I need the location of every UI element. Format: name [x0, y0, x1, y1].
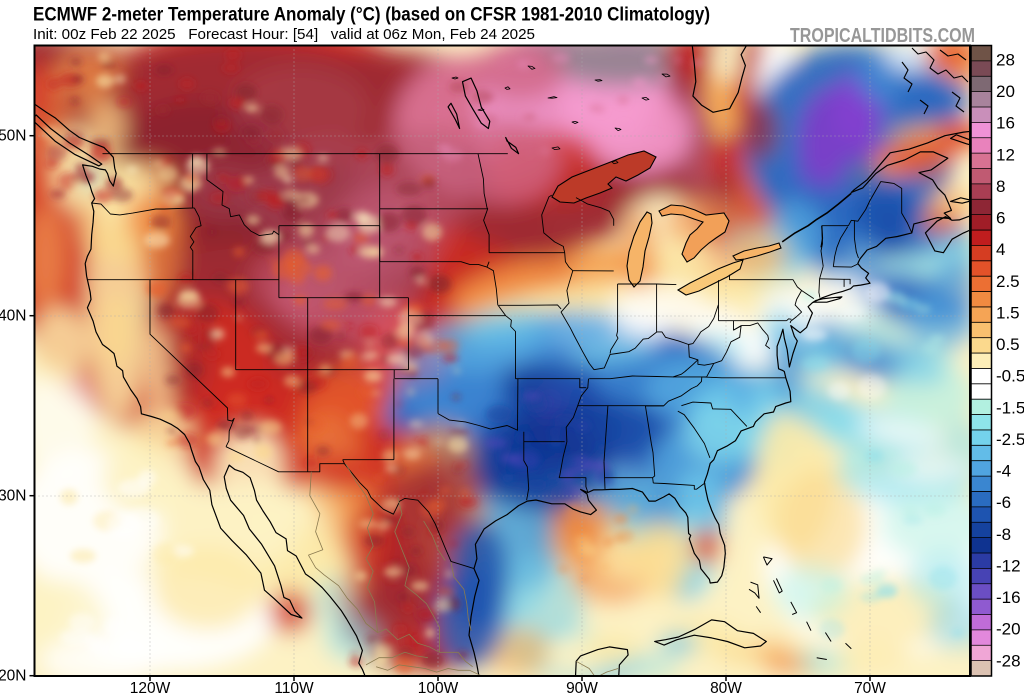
svg-text:8: 8: [996, 177, 1005, 196]
svg-text:-2.5: -2.5: [996, 430, 1024, 449]
svg-text:20: 20: [996, 82, 1015, 101]
svg-text:4: 4: [996, 240, 1005, 259]
svg-text:2.5: 2.5: [996, 272, 1020, 291]
svg-text:1.5: 1.5: [996, 303, 1020, 322]
svg-text:-1.5: -1.5: [996, 398, 1024, 417]
svg-text:100W: 100W: [418, 680, 459, 696]
svg-text:110W: 110W: [274, 680, 314, 696]
svg-text:TROPICALTIDBITS.COM: TROPICALTIDBITS.COM: [790, 24, 975, 47]
svg-text:Init: 00z Feb 22 2025 Foreca: Init: 00z Feb 22 2025 Forecast Hour: [54…: [33, 26, 535, 43]
svg-text:16: 16: [996, 114, 1015, 133]
svg-text:ECMWF 2-meter Temperature Anom: ECMWF 2-meter Temperature Anomaly (°C) (…: [33, 5, 710, 26]
svg-text:-28: -28: [996, 651, 1021, 670]
svg-text:28: 28: [996, 50, 1015, 69]
svg-text:12: 12: [996, 145, 1015, 164]
svg-text:-12: -12: [996, 557, 1021, 576]
svg-text:120W: 120W: [130, 680, 171, 696]
svg-text:40N: 40N: [0, 308, 27, 325]
svg-text:30N: 30N: [0, 488, 27, 505]
svg-text:-6: -6: [996, 493, 1011, 512]
svg-text:50N: 50N: [0, 128, 27, 145]
svg-text:0.5: 0.5: [996, 335, 1020, 354]
svg-text:-0.5: -0.5: [996, 367, 1024, 386]
svg-text:90W: 90W: [566, 680, 598, 696]
svg-text:6: 6: [996, 209, 1005, 228]
svg-text:-20: -20: [996, 620, 1021, 639]
svg-text:-16: -16: [996, 588, 1021, 607]
svg-text:80W: 80W: [710, 680, 742, 696]
svg-text:20N: 20N: [0, 668, 27, 685]
svg-text:-4: -4: [996, 462, 1011, 481]
svg-text:70W: 70W: [854, 680, 886, 696]
svg-text:-8: -8: [996, 525, 1011, 544]
